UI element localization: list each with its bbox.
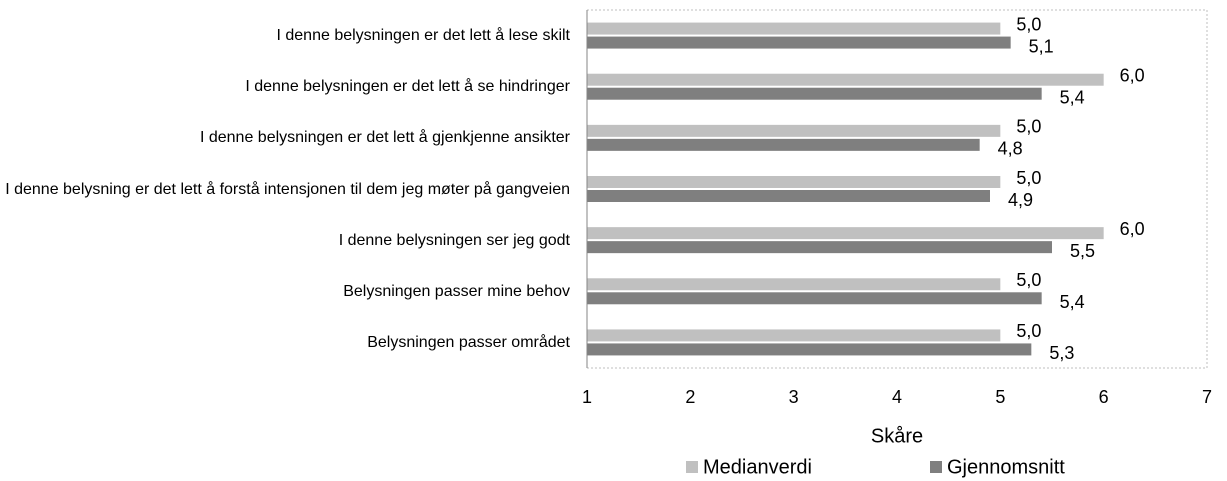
legend-swatch [930, 461, 942, 473]
x-tick-label: 6 [1099, 387, 1109, 407]
data-label: 6,0 [1120, 219, 1145, 239]
category-label: I denne belysningen er det lett å se hin… [0, 62, 570, 112]
category-label: I denne belysningen ser jeg godt [0, 215, 570, 265]
bar [587, 87, 1042, 100]
category-text: I denne belysningen er det lett å se hin… [245, 78, 570, 96]
x-tick-label: 2 [685, 387, 695, 407]
data-label: 6,0 [1120, 65, 1145, 85]
bar [587, 227, 1104, 240]
category-label: Belysningen passer området [0, 317, 570, 367]
category-text: I denne belysning er det lett å forstå i… [5, 180, 570, 198]
category-label: Belysningen passer mine behov [0, 266, 570, 316]
x-tick-label: 3 [789, 387, 799, 407]
data-label: 5,0 [1016, 14, 1041, 34]
bar [587, 138, 980, 151]
data-label: 4,9 [1008, 190, 1033, 210]
category-text: I denne belysningen er det lett å gjenkj… [199, 129, 570, 147]
data-label: 5,5 [1070, 241, 1095, 261]
category-text: Belysningen passer mine behov [343, 282, 570, 300]
bar [587, 343, 1032, 356]
bar [587, 124, 1001, 137]
bar [587, 22, 1001, 35]
category-text: I denne belysningen er det lett å lese s… [276, 27, 570, 45]
data-label: 5,4 [1060, 87, 1085, 107]
legend-label: Medianverdi [703, 456, 812, 478]
x-tick-label: 1 [582, 387, 592, 407]
bar [587, 73, 1104, 86]
bar [587, 329, 1001, 342]
x-tick-label: 7 [1202, 387, 1212, 407]
category-label: I denne belysning er det lett å forstå i… [0, 164, 570, 214]
legend-swatch [686, 461, 698, 473]
x-tick-label: 4 [892, 387, 902, 407]
data-label: 4,8 [998, 139, 1023, 159]
plot-border [586, 9, 1208, 369]
data-label: 5,0 [1016, 270, 1041, 290]
data-label: 5,0 [1016, 321, 1041, 341]
category-label: I denne belysningen er det lett å gjenkj… [0, 113, 570, 163]
bar [587, 278, 1001, 291]
category-text: Belysningen passer området [367, 333, 570, 351]
bar [587, 36, 1011, 49]
bar [587, 190, 990, 202]
data-label: 5,1 [1029, 36, 1054, 56]
bar [587, 176, 1001, 188]
x-tick-label: 5 [995, 387, 1005, 407]
category-label: I denne belysningen er det lett å lese s… [0, 11, 570, 61]
data-label: 5,3 [1049, 343, 1074, 363]
bar [587, 241, 1052, 254]
legend-label: Gjennomsnitt [947, 456, 1065, 478]
category-text: I denne belysningen ser jeg godt [338, 231, 570, 249]
data-label: 5,0 [1016, 117, 1041, 137]
data-label: 5,4 [1060, 292, 1085, 312]
data-label: 5,0 [1016, 168, 1041, 188]
x-axis-label: Skåre [871, 425, 923, 447]
bar [587, 292, 1042, 305]
